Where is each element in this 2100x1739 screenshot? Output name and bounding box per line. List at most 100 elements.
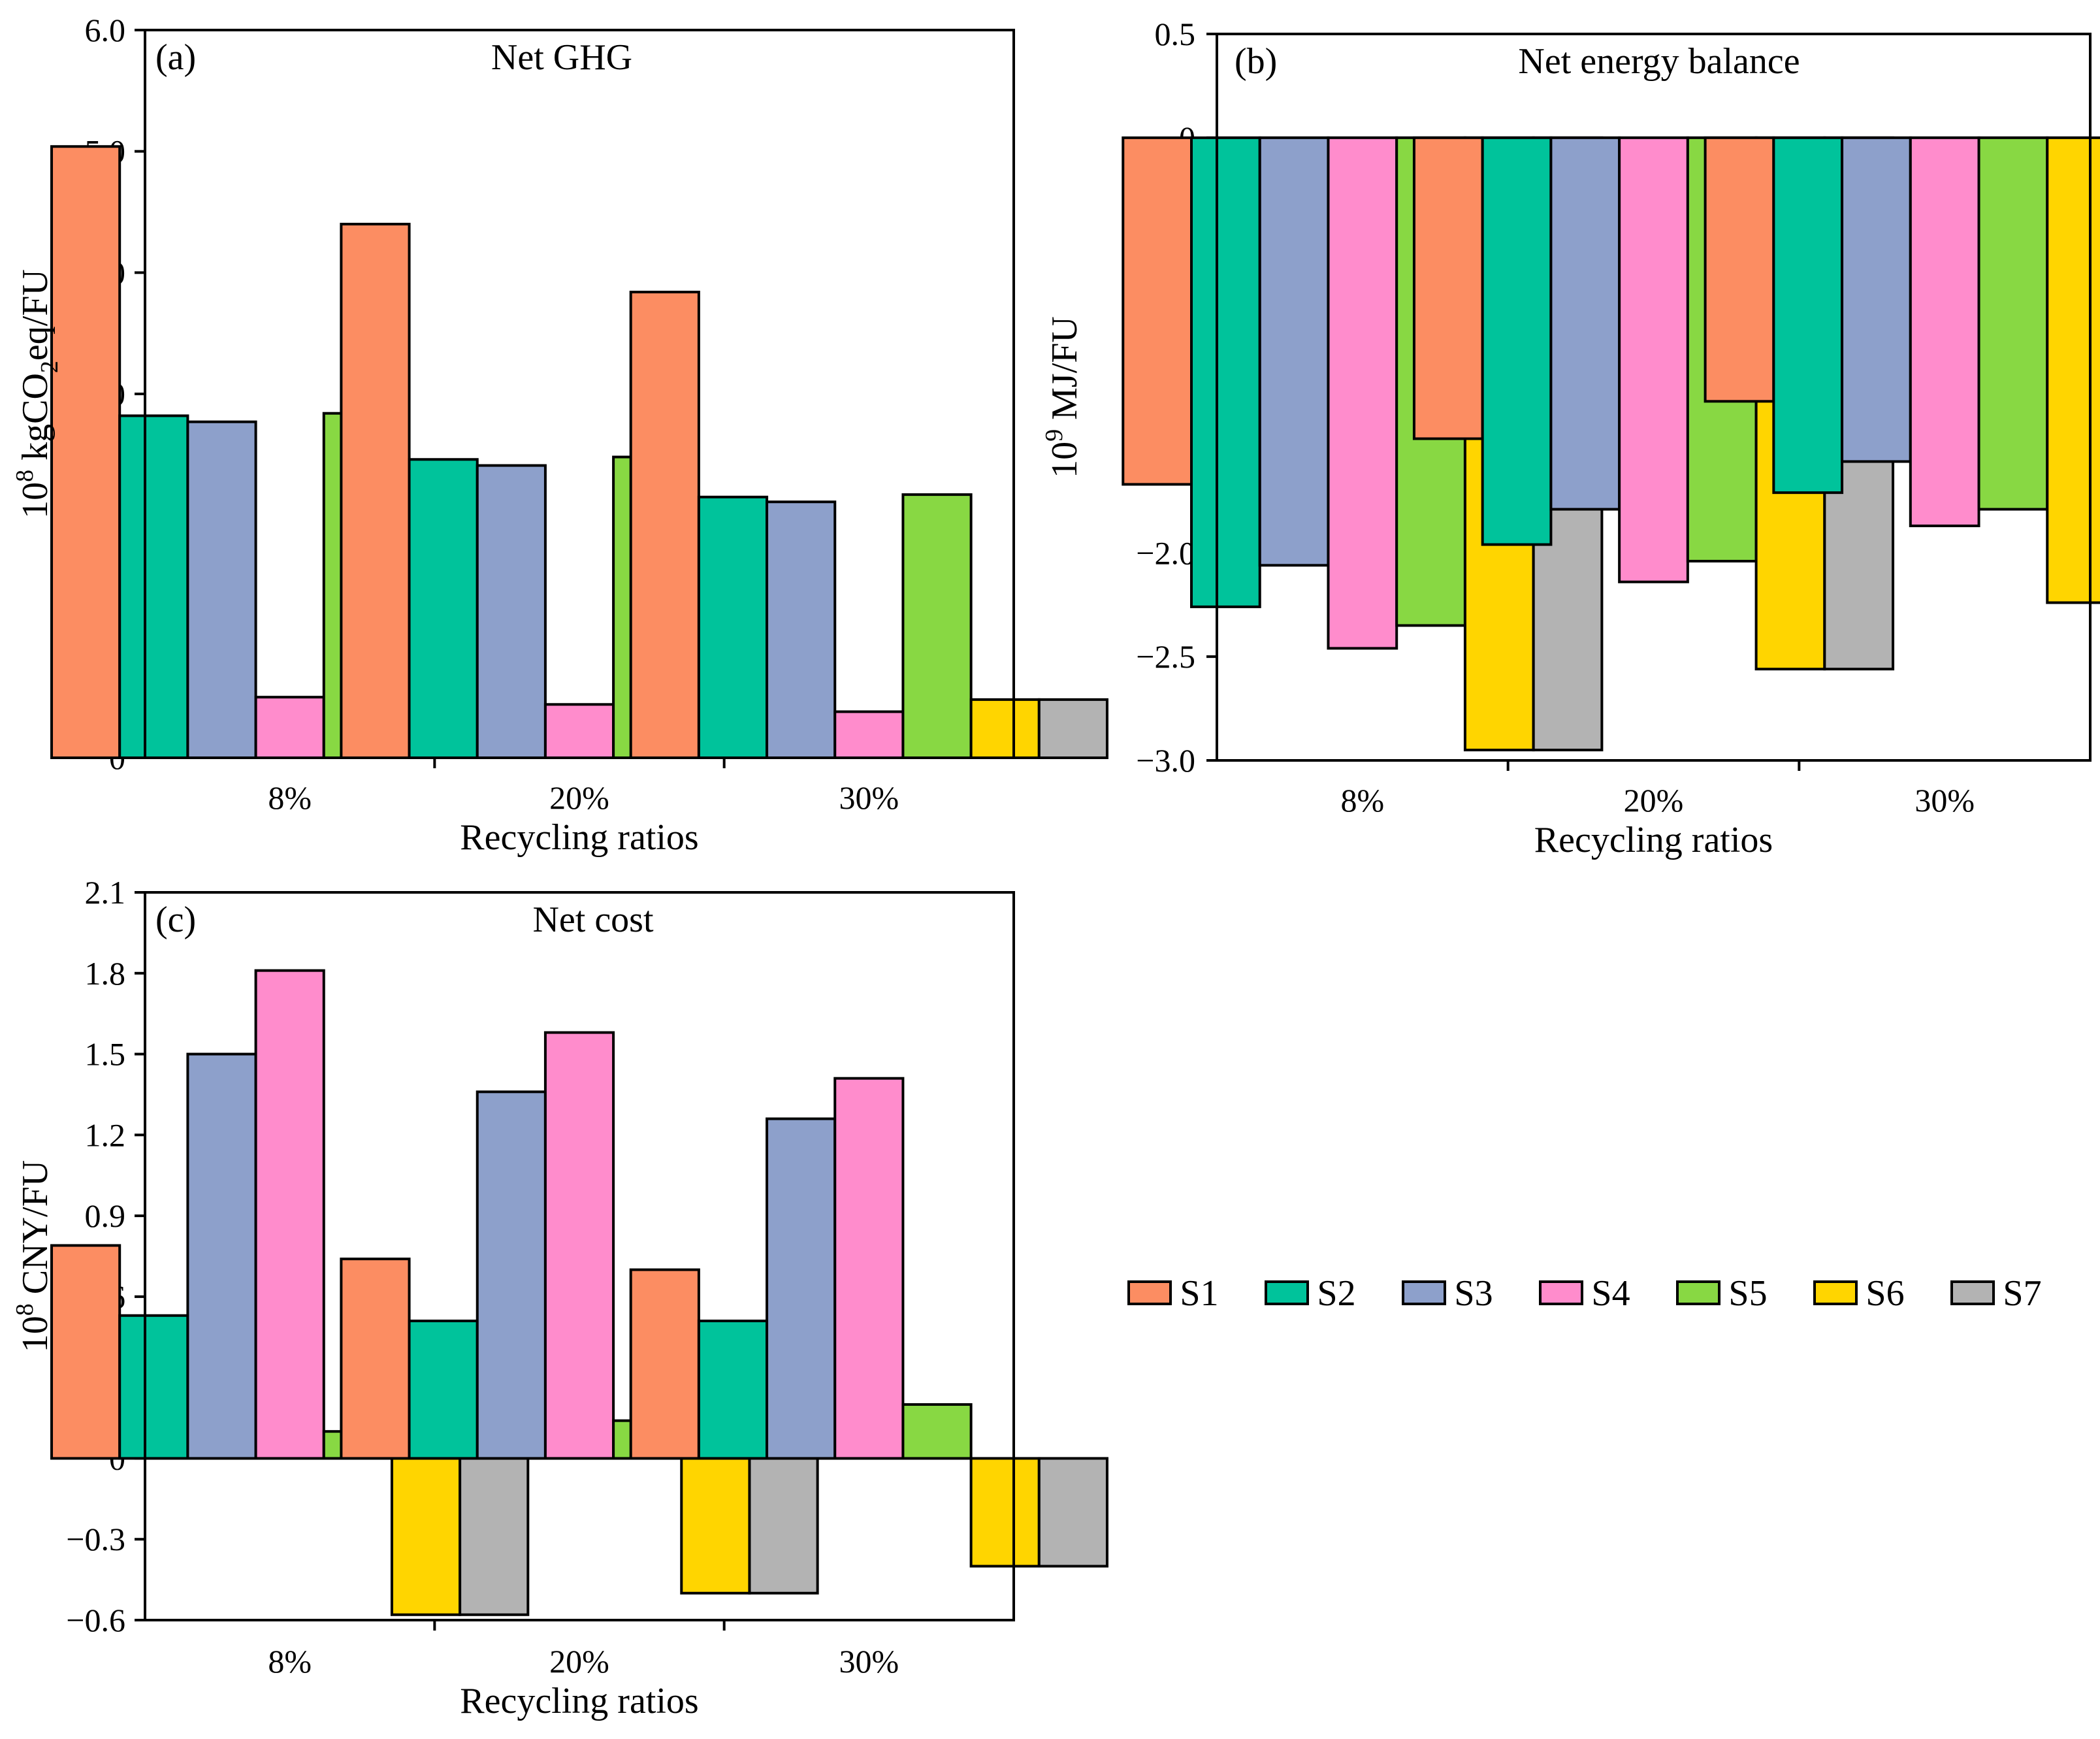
y-tick-label: −3.0	[1136, 742, 1195, 779]
y-tick-label: 6.0	[85, 12, 126, 48]
x-category-label: 8%	[268, 779, 312, 816]
bar-s6-30pct	[969, 698, 1041, 760]
bar-s3-8pct	[186, 1052, 257, 1460]
bar-s2-8pct	[118, 1314, 189, 1460]
y-tick-label: −2.5	[1136, 638, 1195, 675]
bar-s5-30pct	[901, 493, 973, 759]
legend-swatch-s3	[1402, 1280, 1446, 1305]
x-axis-label: Recycling ratios	[460, 1681, 698, 1721]
bar-s6-30pct	[969, 1457, 1041, 1568]
chart-title: Net GHG	[491, 37, 632, 78]
legend-swatch-s1	[1127, 1280, 1172, 1305]
panel-label: (c)	[155, 900, 196, 940]
x-axis-label: Recycling ratios	[460, 817, 698, 858]
plot-frame	[144, 29, 1015, 759]
bar-s6-20pct	[680, 1457, 751, 1595]
bar-s3-8pct	[1258, 136, 1330, 567]
bar-s2-30pct	[697, 495, 769, 759]
y-axis-label-subscript: 2	[36, 361, 63, 373]
bar-s5-30pct	[901, 1403, 973, 1460]
bar-s4-8pct	[254, 696, 325, 759]
bar-s1-30pct	[1704, 136, 1775, 403]
legend: S1 S2 S3 S4 S5 S6 S7	[1127, 1273, 2042, 1314]
bar-s4-20pct	[543, 703, 615, 759]
x-category-label: 30%	[839, 1643, 899, 1680]
y-tick-label: 1.2	[85, 1116, 126, 1153]
bar-s3-30pct	[766, 500, 837, 759]
y-axis-label: 109 MJ/FU	[1041, 316, 1085, 478]
legend-swatch-s4	[1539, 1280, 1583, 1305]
x-category-label: 8%	[268, 1643, 312, 1680]
legend-label-s1: S1	[1180, 1273, 1218, 1314]
bar-s3-20pct	[476, 464, 547, 759]
bar-s4-30pct	[833, 710, 905, 759]
bar-s7-8pct	[459, 1457, 530, 1616]
bar-s3-30pct	[1841, 136, 1912, 463]
y-axis-label-unit: MJ/FU	[1044, 316, 1085, 429]
x-category-label: 20%	[549, 779, 609, 816]
x-axis-label: Recycling ratios	[1534, 820, 1773, 860]
y-axis-label-unit: CNY/FU	[15, 1160, 56, 1303]
legend-swatch-s2	[1265, 1280, 1309, 1305]
y-axis-label-unit-end: eq/FU	[15, 269, 56, 361]
y-tick-label: 2.1	[85, 874, 126, 911]
y-tick-label: 1.5	[85, 1036, 126, 1073]
legend-label-s2: S2	[1317, 1273, 1355, 1314]
plot-frame-top	[144, 891, 1015, 1621]
legend-swatch-s6	[1813, 1280, 1858, 1305]
bar-s3-8pct	[186, 420, 257, 759]
legend-label-s7: S7	[2003, 1273, 2041, 1314]
legend-swatch-s5	[1676, 1280, 1720, 1305]
y-axis-label-exponent: 8	[11, 1303, 39, 1316]
bar-s2-20pct	[408, 1320, 479, 1460]
chart-title: Net energy balance	[1518, 41, 1800, 82]
legend-label-s4: S4	[1591, 1273, 1630, 1314]
bar-s1-20pct	[340, 223, 411, 760]
y-axis-label-exponent: 9	[1041, 429, 1068, 442]
y-tick-label: −0.6	[66, 1602, 125, 1638]
bar-s1-30pct	[629, 291, 700, 760]
panel-label: (a)	[155, 37, 196, 78]
bar-s2-20pct	[1481, 136, 1553, 546]
legend-swatch-s7	[1950, 1280, 1995, 1305]
bar-s2-8pct	[1190, 136, 1261, 608]
bar-s4-20pct	[543, 1031, 615, 1460]
x-category-label: 20%	[1624, 782, 1684, 819]
x-category-label: 30%	[839, 779, 899, 816]
y-tick-label: 0.9	[85, 1197, 126, 1234]
bar-s1-8pct	[50, 1244, 121, 1460]
plot-frame-top	[144, 29, 1015, 759]
bar-s1-8pct	[1122, 136, 1193, 486]
y-tick-label: 0.5	[1155, 16, 1196, 52]
y-tick-label: −2.0	[1136, 534, 1195, 571]
bar-s7-30pct	[1037, 1457, 1108, 1568]
y-axis-label-base: 10	[15, 482, 56, 519]
y-tick-label: 1.8	[85, 955, 126, 992]
bar-s2-30pct	[1772, 136, 1844, 495]
bar-s2-20pct	[408, 458, 479, 759]
y-axis-label-base: 10	[1044, 442, 1085, 478]
bar-s4-8pct	[254, 969, 325, 1460]
bar-s3-30pct	[766, 1117, 837, 1460]
y-tick-label: −0.3	[66, 1521, 125, 1557]
bar-s4-20pct	[1618, 136, 1689, 583]
legend-label-s5: S5	[1728, 1273, 1767, 1314]
chart-title: Net cost	[532, 900, 654, 940]
bar-s4-8pct	[1327, 136, 1398, 650]
panel-a-net-ghg: 01.02.03.04.05.06.08%20%30%Recycling rat…	[11, 12, 1108, 858]
bar-s2-8pct	[118, 414, 189, 759]
x-category-label: 8%	[1341, 782, 1385, 819]
bar-s1-8pct	[50, 145, 121, 760]
x-category-label: 30%	[1914, 782, 1975, 819]
legend-label-s3: S3	[1454, 1273, 1493, 1314]
x-category-label: 20%	[549, 1643, 609, 1680]
bar-s6-8pct	[390, 1457, 462, 1616]
legend-label-s6: S6	[1866, 1273, 1904, 1314]
plot-frame-top	[1216, 33, 2092, 762]
panel-c-net-cost: −0.6−0.300.30.60.91.21.51.82.18%20%30%Re…	[11, 874, 1108, 1721]
bar-s1-20pct	[340, 1258, 411, 1460]
bar-s4-30pct	[833, 1077, 905, 1460]
bar-s7-30pct	[1037, 698, 1108, 760]
bar-s1-30pct	[629, 1268, 700, 1460]
